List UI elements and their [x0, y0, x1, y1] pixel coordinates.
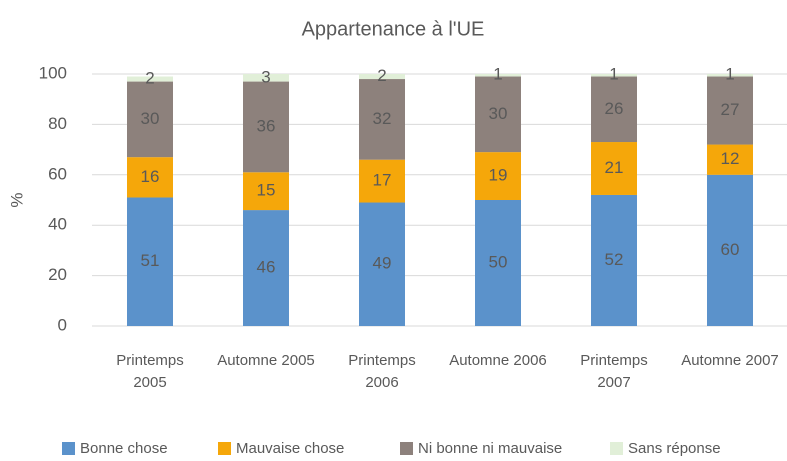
- legend-label: Bonne chose: [80, 440, 168, 457]
- data-label: 30: [489, 104, 508, 123]
- bar-segment: [707, 174, 753, 326]
- data-label: 15: [257, 181, 276, 200]
- legend-swatch: [400, 442, 413, 455]
- legend-label: Sans réponse: [628, 440, 721, 457]
- bar-segment: [127, 76, 173, 82]
- data-label: 2: [145, 69, 154, 88]
- data-label: 16: [141, 167, 160, 186]
- x-tick-label: Printemps 2005: [116, 352, 184, 391]
- bar-segment: [475, 74, 521, 77]
- data-label: 32: [373, 109, 392, 128]
- bar-segment: [243, 172, 289, 211]
- data-label: 1: [725, 65, 734, 84]
- legend-swatch: [218, 442, 231, 455]
- y-tick-label: 80: [48, 114, 67, 133]
- data-label: 12: [721, 149, 740, 168]
- bar-segment: [359, 202, 405, 326]
- data-label: 50: [489, 252, 508, 271]
- legend-label: Mauvaise chose: [236, 440, 344, 457]
- bar-segment: [243, 81, 289, 173]
- bar-segment: [591, 142, 637, 195]
- data-label: 3: [261, 67, 270, 86]
- bar-segment: [591, 194, 637, 326]
- bar-segment: [475, 152, 521, 200]
- x-tick-label: Automne 2007: [681, 352, 779, 369]
- x-tick-label: Automne 2005: [217, 352, 315, 369]
- y-tick-label: 60: [48, 164, 67, 183]
- y-axis-label: %: [7, 192, 26, 207]
- legend-label: Ni bonne ni mauvaise: [418, 440, 562, 457]
- data-label: 1: [609, 65, 618, 84]
- bar-segment: [707, 74, 753, 77]
- bar-segment: [475, 200, 521, 326]
- data-label: 60: [721, 240, 740, 259]
- y-tick-label: 20: [48, 265, 67, 284]
- legend-swatch: [62, 442, 75, 455]
- data-label: 49: [373, 254, 392, 273]
- bar-segment: [707, 144, 753, 175]
- x-tick-label: Printemps 2006: [348, 352, 416, 391]
- data-label: 26: [605, 99, 624, 118]
- y-tick-label: 40: [48, 215, 67, 234]
- bar-segment: [127, 81, 173, 158]
- bar-segment: [243, 210, 289, 326]
- y-tick-label: 100: [39, 63, 67, 82]
- legend-swatch: [610, 442, 623, 455]
- bar-segment: [591, 76, 637, 143]
- data-label: 46: [257, 258, 276, 277]
- x-tick-label: Printemps 2007: [580, 352, 648, 391]
- data-label: 19: [489, 166, 508, 185]
- bar-segment: [243, 74, 289, 82]
- data-label: 51: [141, 251, 160, 270]
- x-tick-label: Automne 2006: [449, 352, 547, 369]
- data-label: 36: [257, 116, 276, 135]
- data-label: 30: [141, 109, 160, 128]
- data-label: 27: [721, 100, 740, 119]
- data-label: 1: [493, 65, 502, 84]
- bar-segment: [359, 74, 405, 80]
- bar-segment: [591, 74, 637, 77]
- data-label: 52: [605, 250, 624, 269]
- data-label: 21: [605, 158, 624, 177]
- bar-segment: [127, 197, 173, 326]
- bar-segment: [475, 76, 521, 153]
- chart-title: Appartenance à l'UE: [302, 18, 485, 40]
- data-label: 17: [373, 171, 392, 190]
- bar-segment: [127, 157, 173, 198]
- bar-segment: [359, 79, 405, 160]
- bar-segment: [359, 159, 405, 203]
- bar-segment: [707, 76, 753, 145]
- data-label: 2: [377, 66, 386, 85]
- y-tick-label: 0: [58, 315, 67, 334]
